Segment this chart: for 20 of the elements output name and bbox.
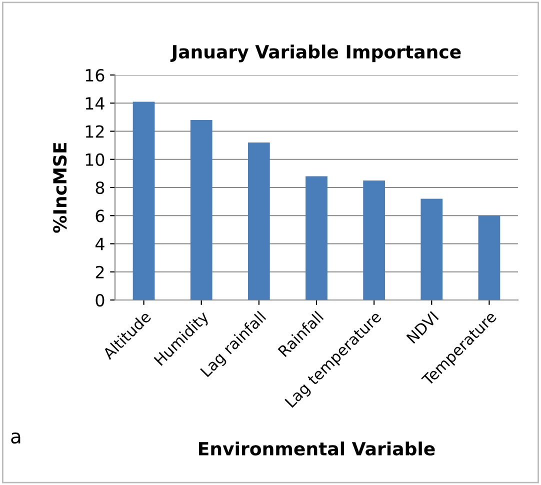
chart-title: January Variable Importance bbox=[170, 44, 461, 62]
y-tick-label: 14 bbox=[86, 97, 104, 110]
y-tick-label: 6 bbox=[96, 210, 104, 222]
y-tick-label: 12 bbox=[86, 125, 104, 138]
y-tick-label: 8 bbox=[96, 181, 104, 194]
y-tick-label: 10 bbox=[86, 153, 104, 166]
x-axis-title: Environmental Variable bbox=[199, 442, 435, 456]
bar bbox=[420, 198, 443, 300]
bar bbox=[190, 120, 212, 300]
bar bbox=[248, 142, 270, 300]
bar bbox=[363, 180, 386, 300]
y-axis-title: %IncMSE bbox=[53, 142, 67, 233]
y-tick-label: 0 bbox=[96, 294, 104, 307]
bar bbox=[478, 216, 500, 300]
y-tick-label: 16 bbox=[86, 68, 104, 82]
bar bbox=[132, 102, 155, 300]
text: a bbox=[11, 432, 20, 444]
bar bbox=[306, 176, 328, 300]
y-tick-label: 2 bbox=[96, 266, 104, 278]
y-tick-label: 4 bbox=[95, 238, 104, 250]
